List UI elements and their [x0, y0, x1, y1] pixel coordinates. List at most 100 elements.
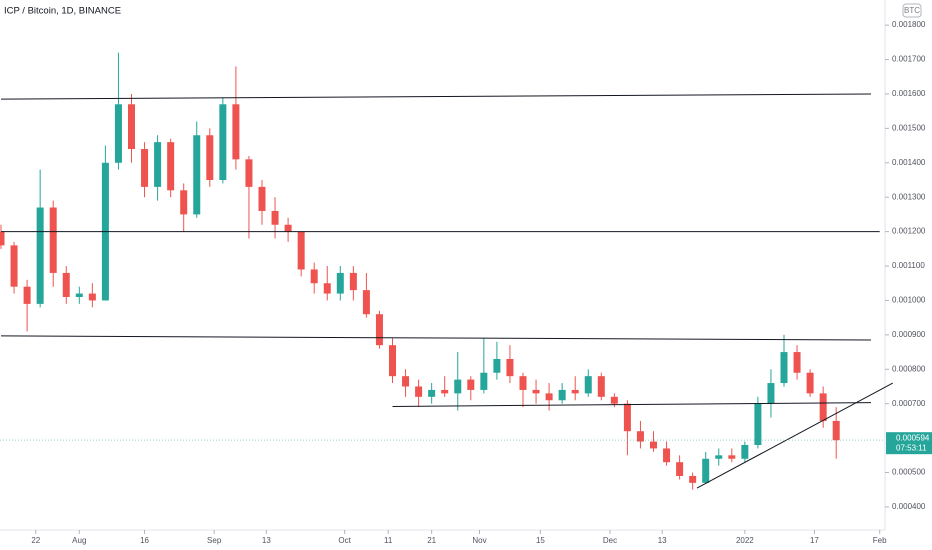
plot-area — [0, 52, 893, 490]
candle-body — [519, 376, 527, 390]
candle-body — [167, 142, 175, 191]
candle-body — [375, 314, 383, 346]
candle-body — [832, 420, 840, 441]
y-tick-label: 0.000900 — [892, 330, 926, 339]
axes: 0.001800 0.001700 0.001600 0.001500 0.001400… — [31, 20, 926, 545]
candle-body — [650, 441, 657, 449]
candle-body — [219, 104, 227, 180]
candle-body — [636, 431, 644, 442]
candle-body — [623, 403, 631, 432]
y-tick-label: 0.001400 — [892, 158, 926, 167]
y-tick-label: 0.001300 — [892, 192, 926, 201]
candle-body — [728, 455, 736, 459]
candle-body — [689, 475, 697, 483]
currency-button[interactable] — [902, 3, 922, 18]
candle-body — [10, 245, 18, 287]
candle-body — [154, 142, 162, 187]
y-tick-label: 0.001500 — [892, 123, 926, 132]
candle-body — [310, 269, 318, 284]
candle-body — [597, 376, 605, 397]
candle-body — [467, 379, 475, 390]
y-tick-label: 0.001000 — [892, 296, 926, 305]
candle-body — [428, 389, 436, 397]
candle-body — [454, 379, 462, 394]
candle-body — [480, 372, 488, 390]
candle-body — [297, 231, 305, 270]
candle-body — [676, 462, 684, 476]
y-tick-label: 0.000800 — [892, 364, 926, 373]
candle-body — [258, 186, 266, 211]
candle-body — [245, 159, 253, 187]
candle-body — [389, 345, 396, 377]
candle-body — [793, 352, 801, 373]
candle-body — [663, 448, 671, 463]
currency-label[interactable]: BTC — [904, 6, 920, 15]
x-tick-label: 22 — [31, 536, 40, 545]
x-tick-label: 21 — [427, 536, 436, 545]
candle-body — [336, 272, 344, 294]
candle-body — [114, 104, 122, 163]
y-tick-label: 0.001600 — [892, 89, 926, 98]
y-tick-label: 0.001200 — [892, 227, 926, 236]
candle-body — [819, 393, 827, 421]
candle-body — [415, 386, 423, 397]
candle-body — [610, 396, 618, 404]
y-tick-label: 0.001700 — [892, 55, 926, 64]
y-tick-label: 0.000700 — [892, 399, 926, 408]
candle-body — [193, 135, 201, 215]
x-tick-label: Sep — [207, 536, 222, 545]
candle-body — [206, 135, 214, 180]
x-tick-label: 11 — [384, 536, 393, 545]
candle-body — [284, 224, 292, 232]
candle-body — [532, 389, 540, 394]
x-tick-label: 15 — [536, 536, 545, 545]
last-price-label: 0.000594 — [896, 433, 930, 442]
x-tick-label: 16 — [140, 536, 149, 545]
trendline — [696, 382, 893, 489]
x-tick-label: 13 — [262, 536, 271, 545]
y-tick-label: 0.001100 — [892, 261, 925, 270]
countdown-label: 07:53:11 — [896, 443, 927, 452]
candle-body — [0, 231, 5, 246]
last-price-badge — [886, 432, 932, 455]
candle-body — [62, 272, 70, 298]
trendline — [0, 93, 872, 100]
y-tick-label: 0.000400 — [892, 502, 926, 511]
candle-body — [754, 403, 762, 445]
candle-body — [571, 389, 579, 394]
candle-body — [128, 104, 135, 150]
candle-body — [49, 207, 57, 273]
candle-body — [362, 290, 370, 315]
chart-title: ICP / Bitcoin, 1D, BINANCE — [4, 6, 121, 17]
candle-body — [232, 104, 240, 160]
candle-body — [23, 286, 31, 304]
candle-body — [545, 393, 553, 401]
candle-body — [349, 272, 357, 291]
candle-body — [506, 358, 514, 377]
trendline — [392, 402, 872, 407]
candle-body — [767, 383, 775, 404]
candle-body — [741, 444, 749, 459]
x-tick-label: Nov — [472, 536, 486, 545]
candle-body — [323, 283, 331, 294]
candle-body — [88, 293, 96, 301]
candle-body — [441, 389, 449, 394]
x-tick-label: 13 — [658, 536, 667, 545]
candle-body — [558, 389, 566, 401]
y-tick-label: 0.000500 — [892, 468, 926, 477]
candle-body — [402, 376, 410, 387]
x-tick-label: Aug — [72, 536, 86, 545]
candle-body — [180, 190, 188, 215]
candle-body — [493, 358, 501, 373]
candle-body — [271, 210, 279, 225]
candle-body — [715, 455, 723, 459]
candle-body — [584, 376, 592, 394]
x-tick-label: 2022 — [736, 536, 754, 545]
candle-body — [780, 352, 788, 384]
candle-body — [141, 149, 149, 187]
candle-body — [806, 372, 814, 394]
candle-body — [36, 207, 44, 304]
